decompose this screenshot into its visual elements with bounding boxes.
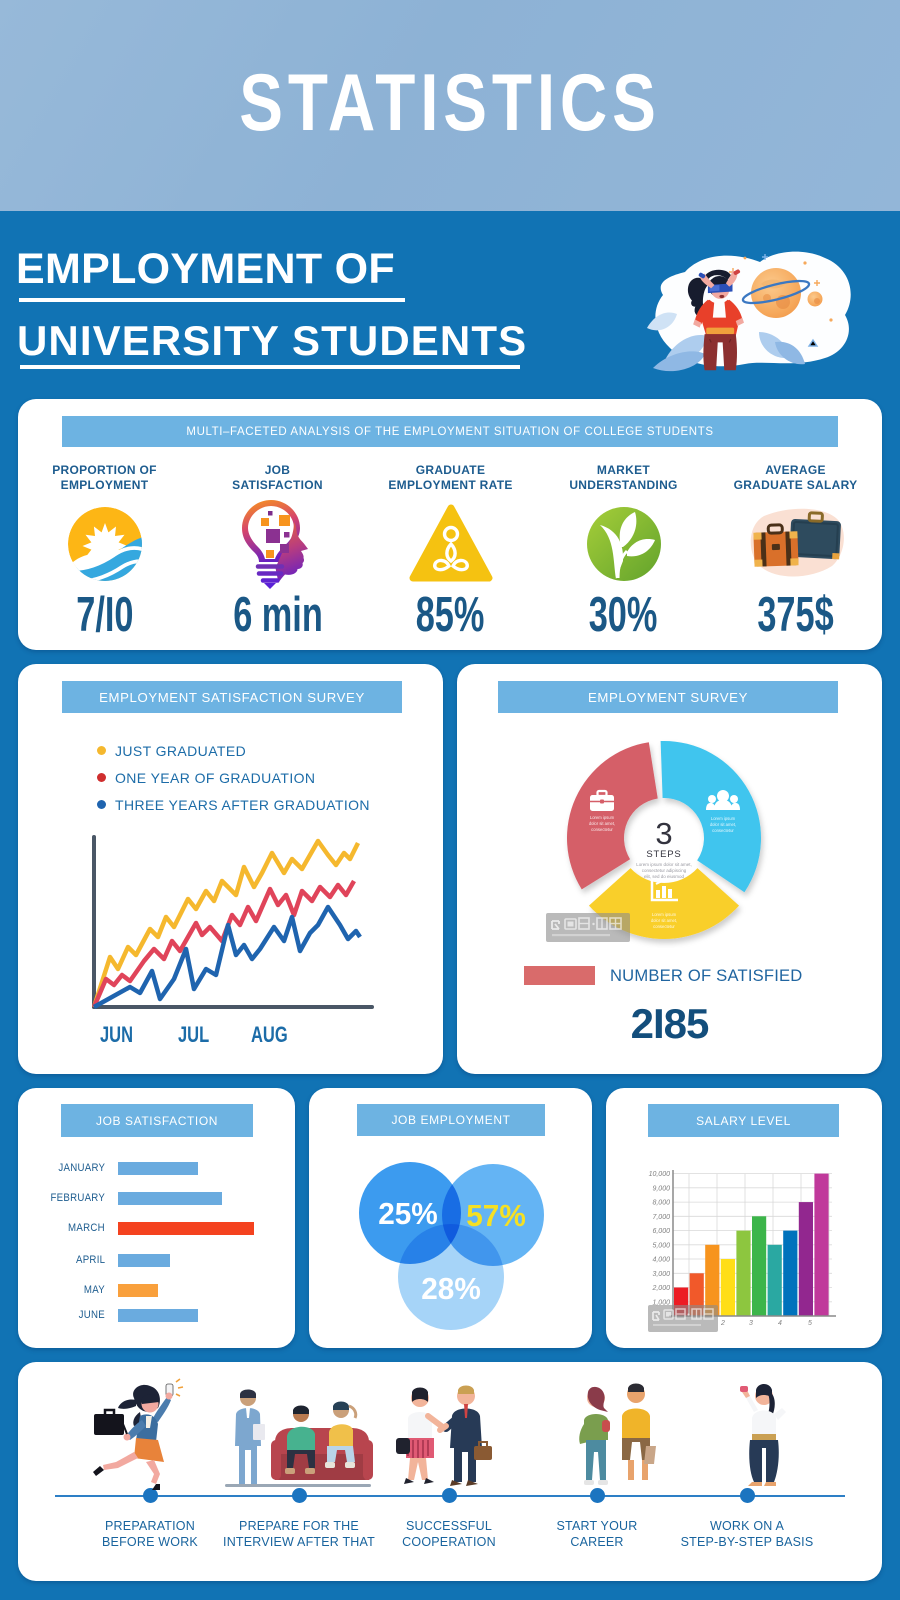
svg-text:Lorem ipsum: Lorem ipsum bbox=[590, 815, 615, 820]
svg-text:dolor sit amet,: dolor sit amet, bbox=[651, 918, 677, 923]
svg-text:5,000: 5,000 bbox=[652, 1242, 670, 1249]
svg-text:dolor sit amet,: dolor sit amet, bbox=[589, 821, 615, 826]
svg-text:57%: 57% bbox=[466, 1198, 526, 1233]
svg-text:4: 4 bbox=[778, 1320, 782, 1327]
svg-text:Lorem ipsum: Lorem ipsum bbox=[652, 912, 677, 917]
svg-text:dolor sit amet,: dolor sit amet, bbox=[710, 822, 736, 827]
svg-text:STEPS: STEPS bbox=[646, 849, 681, 860]
svg-text:consectetur: consectetur bbox=[712, 828, 734, 833]
svg-text:elit, sed do eiusmod: elit, sed do eiusmod bbox=[644, 874, 685, 879]
svg-text:3,000: 3,000 bbox=[652, 1271, 670, 1278]
svg-text:5: 5 bbox=[808, 1320, 812, 1327]
svg-text:2,000: 2,000 bbox=[651, 1285, 670, 1292]
svg-text:consectetur adipiscing: consectetur adipiscing bbox=[642, 868, 687, 873]
svg-text:2: 2 bbox=[720, 1320, 725, 1327]
svg-text:3: 3 bbox=[749, 1320, 753, 1327]
svg-text:4,000: 4,000 bbox=[652, 1257, 670, 1264]
svg-text:3: 3 bbox=[655, 816, 672, 851]
svg-text:Lorem ipsum dolor sit amet,: Lorem ipsum dolor sit amet, bbox=[636, 862, 692, 867]
svg-text:10,000: 10,000 bbox=[649, 1171, 671, 1178]
svg-text:9,000: 9,000 bbox=[652, 1185, 670, 1192]
svg-text:consectetur: consectetur bbox=[653, 924, 675, 929]
svg-text:7,000: 7,000 bbox=[652, 1214, 670, 1221]
svg-text:6,000: 6,000 bbox=[652, 1228, 670, 1235]
svg-text:consectetur: consectetur bbox=[591, 827, 613, 832]
svg-text:1,000: 1,000 bbox=[652, 1299, 670, 1306]
svg-text:28%: 28% bbox=[421, 1271, 481, 1306]
svg-text:8,000: 8,000 bbox=[652, 1200, 670, 1207]
svg-text:Lorem ipsum: Lorem ipsum bbox=[711, 816, 736, 821]
svg-text:25%: 25% bbox=[378, 1196, 438, 1231]
